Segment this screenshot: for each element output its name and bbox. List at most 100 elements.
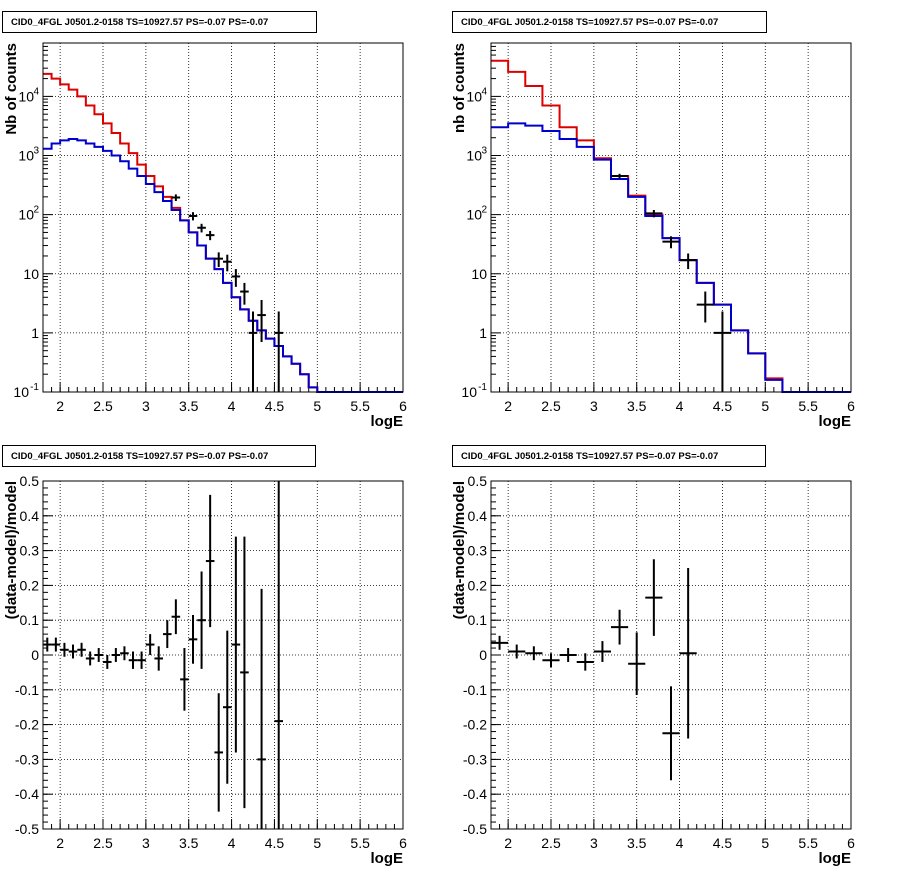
residual-point	[180, 648, 189, 711]
x-tick-label: 3.5	[179, 835, 199, 851]
y-tick-label: 10	[23, 266, 39, 282]
histogram-series	[491, 59, 851, 393]
x-tick-label: 3	[590, 398, 598, 414]
panel-title: CID0_4FGL J0501.2-0158 TS=10927.57 PS=-0…	[452, 11, 767, 33]
x-axis-label: logE	[819, 413, 852, 430]
residual-point	[231, 536, 241, 753]
x-tick-label: 6	[399, 398, 407, 414]
panel-title: CID0_4FGL J0501.2-0158 TS=10927.57 PS=-0…	[2, 11, 317, 33]
x-tick-label: 4.5	[713, 835, 733, 851]
residual-point	[137, 651, 146, 669]
data-point	[171, 194, 181, 202]
residual-point	[593, 641, 611, 662]
residual-point	[645, 559, 663, 636]
x-tick-label: 3	[590, 835, 598, 851]
y-tick-exponent: 3	[33, 146, 39, 157]
x-tick-label: 2	[504, 835, 512, 851]
x-tick-label: 2.5	[93, 835, 113, 851]
residual-point	[205, 494, 215, 628]
residual-point	[154, 646, 163, 671]
residual-point	[274, 481, 283, 829]
x-tick-label: 3	[142, 398, 150, 414]
y-tick-exponent: 2	[481, 205, 487, 216]
y-tick-label: -0.2	[15, 717, 39, 733]
x-tick-label: 3	[142, 835, 150, 851]
residual-point	[628, 632, 646, 696]
plot-frame	[42, 480, 404, 830]
histogram-series	[43, 138, 403, 393]
x-tick-label: 2.5	[541, 835, 561, 851]
data-point	[240, 282, 249, 305]
x-tick-label: 5	[761, 398, 769, 414]
y-tick-label: 0.1	[468, 612, 488, 628]
x-tick-label: 5.5	[350, 398, 370, 414]
x-tick-label: 2.5	[541, 398, 561, 414]
y-tick-label: 10	[18, 88, 34, 104]
x-tick-label: 6	[847, 835, 855, 851]
y-tick-label: 0.4	[20, 508, 40, 524]
residual-point	[257, 588, 266, 829]
residual-point	[120, 646, 129, 661]
residual-point	[163, 620, 172, 649]
y-tick-exponent: 2	[33, 205, 39, 216]
residual-point	[43, 637, 52, 652]
data-point	[679, 253, 697, 270]
panel-title: CID0_4FGL J0501.2-0158 TS=10927.57 PS=-0…	[452, 445, 766, 467]
residual-point	[240, 536, 249, 809]
data-point	[713, 311, 731, 392]
residual-point	[171, 599, 181, 635]
y-tick-label: 0.4	[468, 508, 488, 524]
residual-point	[85, 651, 95, 666]
x-tick-label: 4	[228, 835, 236, 851]
residual-point	[559, 648, 577, 662]
y-tick-label: 0.3	[468, 543, 488, 559]
residual-point	[94, 648, 103, 662]
y-tick-label: -0.5	[15, 821, 39, 837]
residual-point	[51, 637, 61, 652]
panel-title: CID0_4FGL J0501.2-0158 TS=10927.57 PS=-0…	[2, 445, 316, 467]
y-tick-label: 10	[18, 207, 34, 223]
data-point	[611, 173, 629, 179]
y-tick-label: -0.3	[463, 751, 487, 767]
y-axis-label: (data-model)/model	[3, 481, 20, 619]
histogram-series	[491, 122, 851, 393]
y-tick-label: -0.5	[463, 821, 487, 837]
y-tick-label: 10	[471, 266, 487, 282]
y-tick-label: 0.3	[20, 543, 40, 559]
residual-point	[508, 644, 526, 659]
x-tick-label: 5.5	[350, 835, 370, 851]
x-tick-label: 6	[399, 835, 407, 851]
y-tick-label: 0	[31, 647, 39, 663]
y-tick-label: 10	[466, 148, 482, 164]
x-tick-label: 4	[676, 398, 684, 414]
y-tick-label: 1	[479, 325, 487, 341]
y-tick-label: 10	[13, 384, 29, 400]
y-tick-label: -0.3	[15, 751, 39, 767]
residual-point	[576, 653, 594, 671]
y-tick-label: 10	[466, 88, 482, 104]
x-tick-label: 3.5	[627, 835, 647, 851]
x-tick-label: 2.5	[93, 398, 113, 414]
y-tick-label: 1	[31, 325, 39, 341]
residual-point	[491, 635, 509, 650]
x-tick-label: 5.5	[798, 835, 818, 851]
y-tick-label: 0	[479, 647, 487, 663]
x-tick-label: 2	[56, 398, 64, 414]
data-point	[223, 254, 232, 272]
y-tick-label: 0.1	[20, 612, 40, 628]
data-point	[231, 269, 241, 287]
x-tick-label: 4.5	[713, 398, 733, 414]
y-tick-label: 10	[466, 207, 482, 223]
y-tick-label: 10	[461, 384, 477, 400]
y-axis-label: Nb of counts	[3, 43, 20, 135]
data-point	[662, 236, 680, 249]
x-tick-label: 5	[761, 835, 769, 851]
residual-point	[611, 609, 629, 645]
residual-point	[197, 571, 206, 669]
y-tick-label: 0.2	[468, 577, 488, 593]
plot-frame	[42, 42, 404, 393]
residual-point	[188, 614, 198, 664]
